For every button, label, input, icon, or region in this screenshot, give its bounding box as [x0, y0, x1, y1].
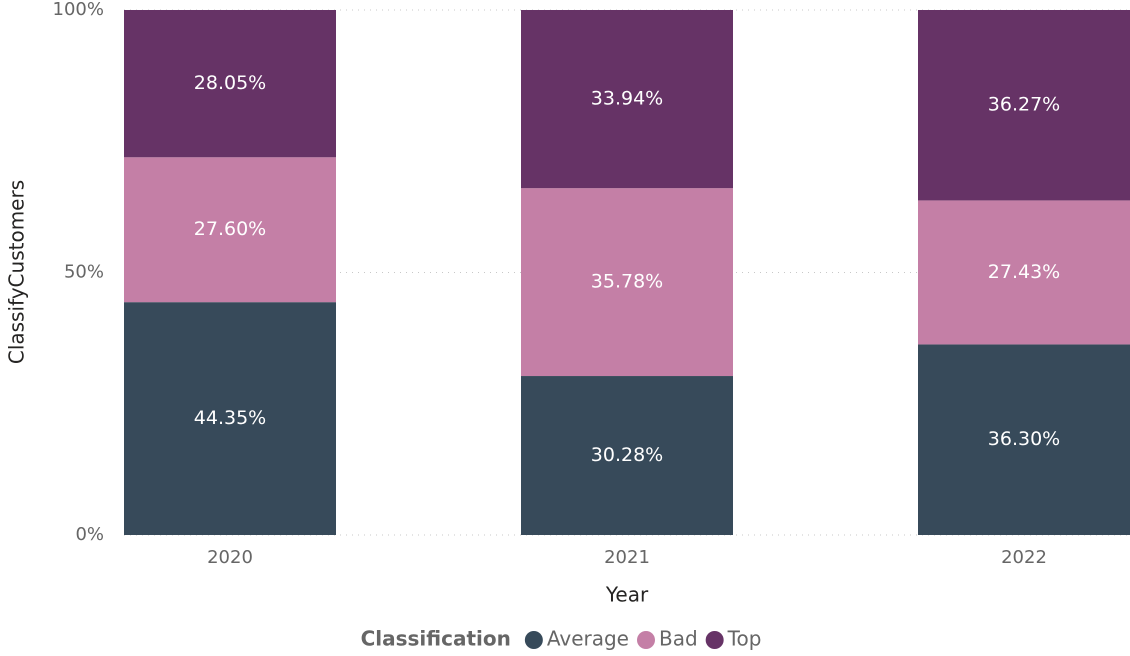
legend-title: Classification	[361, 627, 511, 651]
y-tick-label: 0%	[75, 524, 104, 545]
data-label: 30.28%	[591, 444, 663, 466]
data-label: 28.05%	[194, 72, 266, 94]
data-label: 33.94%	[591, 88, 663, 110]
y-axis-title: ClassifyCustomers	[5, 180, 29, 364]
legend-label: Bad	[659, 627, 698, 651]
bar-segment	[918, 344, 1130, 535]
legend-marker	[636, 631, 655, 649]
bar-segment	[918, 10, 1130, 201]
legend-label: Top	[727, 627, 762, 651]
bar-segment	[918, 200, 1130, 345]
bar-segment	[521, 376, 733, 535]
legend-marker	[705, 631, 724, 649]
data-label: 36.27%	[988, 94, 1060, 116]
legend-marker	[524, 631, 543, 649]
bar-segment	[124, 157, 336, 303]
bar-segment	[124, 10, 336, 158]
bar-segment	[521, 10, 733, 189]
bar-segment	[124, 302, 336, 535]
data-label: 35.78%	[591, 271, 663, 293]
y-tick-label: 100%	[53, 0, 104, 20]
y-tick-label: 50%	[64, 262, 104, 283]
data-label: 44.35%	[194, 407, 266, 429]
data-label: 27.60%	[194, 218, 266, 240]
x-axis-title: Year	[605, 583, 649, 607]
x-tick-label: 2022	[1001, 547, 1047, 568]
data-label: 36.30%	[988, 428, 1060, 450]
data-label: 27.43%	[988, 261, 1060, 283]
legend-label: Average	[547, 627, 629, 651]
x-tick-label: 2021	[604, 547, 650, 568]
bar-segment	[521, 188, 733, 377]
x-tick-label: 2020	[207, 547, 253, 568]
